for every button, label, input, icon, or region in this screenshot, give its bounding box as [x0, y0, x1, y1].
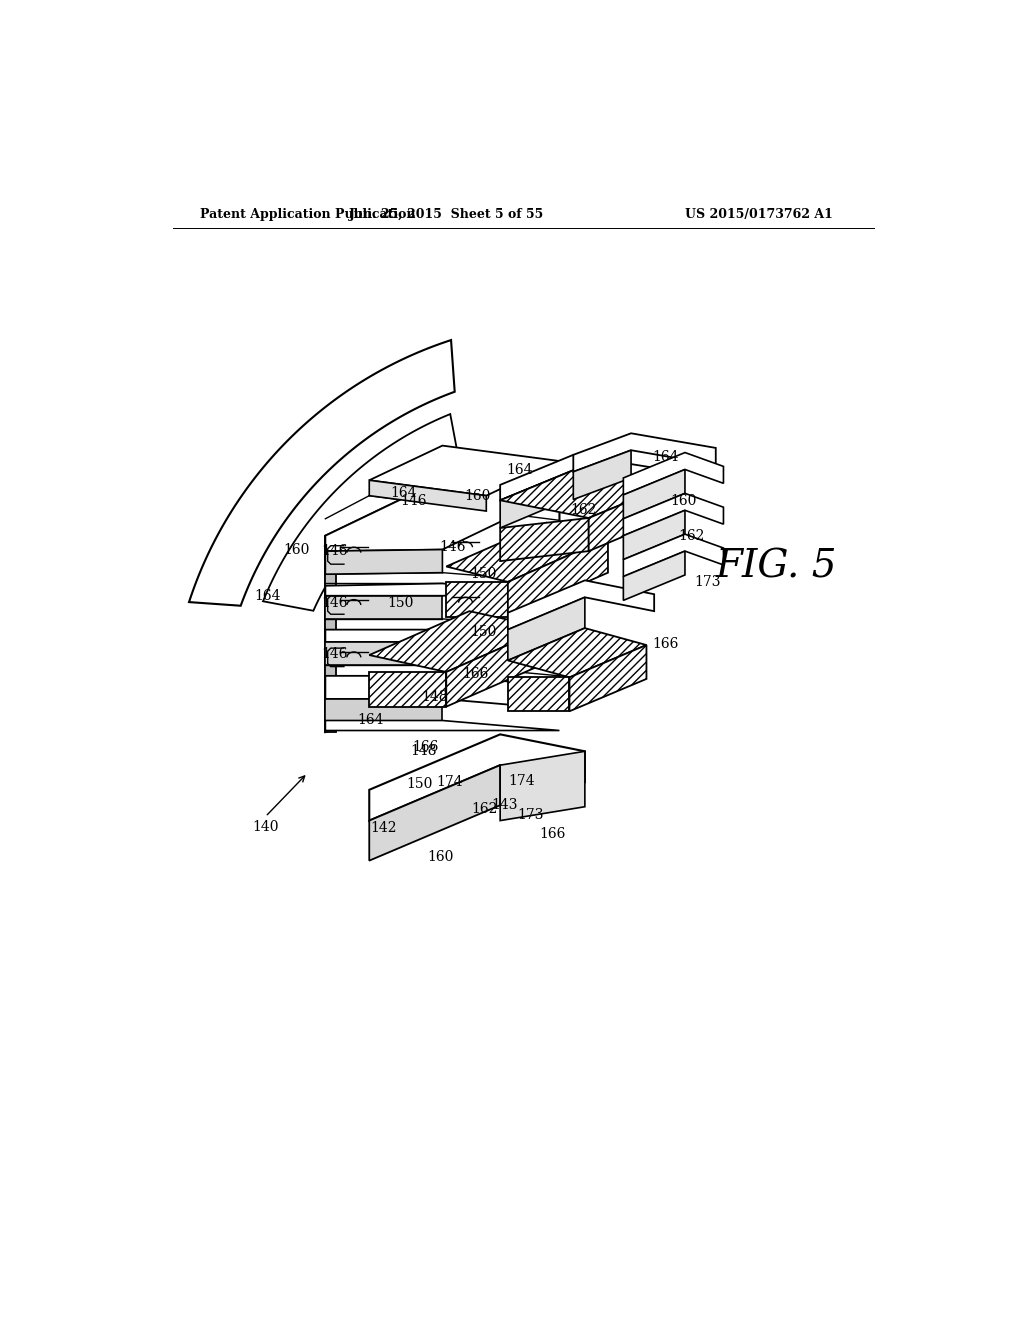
Text: 150: 150 — [470, 568, 497, 581]
Text: 164: 164 — [652, 450, 679, 465]
Polygon shape — [326, 700, 442, 721]
Polygon shape — [370, 480, 486, 511]
Polygon shape — [326, 479, 559, 552]
Polygon shape — [326, 583, 559, 595]
Text: 162: 162 — [678, 529, 705, 543]
Text: 146: 146 — [322, 647, 348, 660]
Text: 150: 150 — [387, 595, 414, 610]
Polygon shape — [624, 552, 685, 601]
Polygon shape — [508, 598, 585, 660]
Polygon shape — [332, 483, 470, 622]
Text: 160: 160 — [464, 488, 490, 503]
Text: 150: 150 — [407, 777, 432, 792]
Polygon shape — [500, 517, 589, 561]
Polygon shape — [326, 479, 559, 733]
Polygon shape — [370, 611, 547, 672]
Text: 148: 148 — [422, 690, 447, 705]
Polygon shape — [326, 595, 442, 619]
Text: 166: 166 — [652, 636, 679, 651]
Polygon shape — [624, 535, 724, 577]
Polygon shape — [326, 676, 559, 709]
Polygon shape — [370, 672, 446, 706]
Polygon shape — [446, 628, 547, 706]
Text: 173: 173 — [695, 576, 721, 589]
Text: 166: 166 — [413, 741, 438, 755]
Polygon shape — [326, 642, 442, 665]
Text: 162: 162 — [472, 803, 498, 816]
Text: 160: 160 — [428, 850, 454, 863]
Text: 146: 146 — [322, 544, 348, 558]
Text: 160: 160 — [671, 494, 696, 508]
Polygon shape — [624, 470, 685, 519]
Polygon shape — [326, 549, 442, 574]
Polygon shape — [370, 446, 559, 496]
Text: 160: 160 — [283, 543, 309, 557]
Text: Patent Application Publication: Patent Application Publication — [200, 209, 416, 222]
Polygon shape — [446, 523, 608, 582]
Text: 174: 174 — [437, 775, 464, 789]
Text: 166: 166 — [462, 668, 488, 681]
Text: 162: 162 — [570, 503, 597, 516]
Text: 148: 148 — [410, 744, 436, 758]
Polygon shape — [189, 341, 455, 606]
Polygon shape — [573, 433, 716, 471]
Polygon shape — [573, 450, 631, 499]
Polygon shape — [500, 751, 585, 821]
Text: 166: 166 — [540, 826, 565, 841]
Polygon shape — [508, 581, 654, 630]
Polygon shape — [263, 414, 460, 611]
Text: 140: 140 — [252, 820, 279, 834]
Text: 150: 150 — [470, 624, 497, 639]
Text: Jun. 25, 2015  Sheet 5 of 55: Jun. 25, 2015 Sheet 5 of 55 — [348, 209, 544, 222]
Polygon shape — [370, 766, 500, 861]
Text: 146: 146 — [439, 540, 466, 554]
Polygon shape — [624, 453, 724, 495]
Polygon shape — [446, 582, 508, 616]
Polygon shape — [624, 511, 685, 560]
Polygon shape — [326, 536, 336, 733]
Text: US 2015/0173762 A1: US 2015/0173762 A1 — [685, 209, 833, 222]
Text: 146: 146 — [400, 494, 427, 508]
Polygon shape — [500, 455, 670, 500]
Polygon shape — [569, 645, 646, 711]
Polygon shape — [624, 494, 724, 536]
Text: 173: 173 — [518, 808, 544, 822]
Polygon shape — [508, 628, 646, 677]
Polygon shape — [500, 470, 662, 517]
Polygon shape — [326, 630, 559, 642]
Text: 164: 164 — [254, 589, 281, 603]
Polygon shape — [589, 488, 662, 552]
Text: 164: 164 — [357, 714, 384, 727]
Text: 143: 143 — [492, 799, 518, 812]
Text: 142: 142 — [370, 821, 396, 836]
Text: 146: 146 — [322, 595, 348, 610]
Polygon shape — [326, 721, 559, 730]
Polygon shape — [500, 470, 573, 528]
Text: 164: 164 — [506, 463, 532, 478]
Polygon shape — [508, 677, 569, 711]
Polygon shape — [370, 734, 585, 821]
Text: 174: 174 — [508, 774, 535, 788]
Text: FIG. 5: FIG. 5 — [716, 548, 838, 585]
Polygon shape — [508, 539, 608, 616]
Text: 164: 164 — [390, 486, 417, 500]
